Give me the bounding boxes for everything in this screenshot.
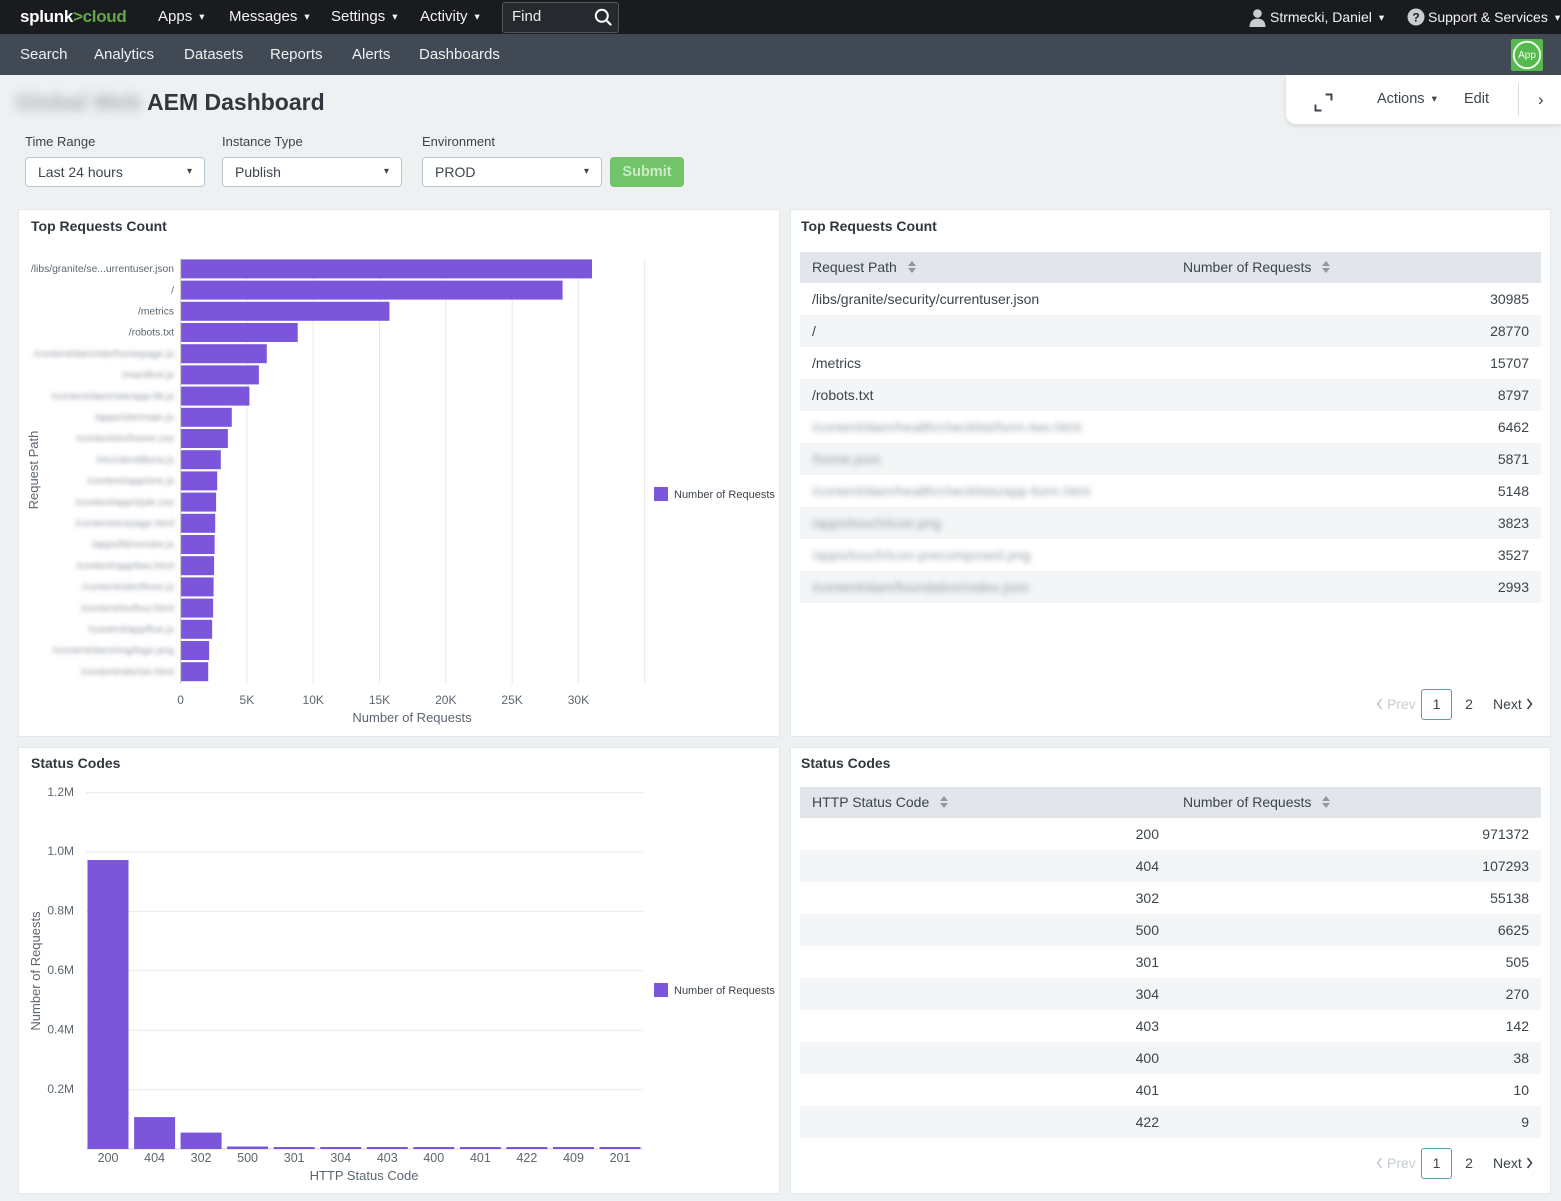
svg-text:30K: 30K bbox=[568, 693, 589, 707]
svg-text:25K: 25K bbox=[501, 693, 522, 707]
svg-text:HTTP Status Code: HTTP Status Code bbox=[310, 1168, 419, 1183]
svg-text:/content/en/four.html: /content/en/four.html bbox=[81, 603, 174, 614]
svg-text:5K: 5K bbox=[240, 693, 255, 707]
svg-text:401: 401 bbox=[470, 1151, 491, 1165]
svg-text:/content/app/five.js: /content/app/five.js bbox=[88, 625, 174, 636]
svg-text:0.4M: 0.4M bbox=[47, 1022, 74, 1036]
svg-text:500: 500 bbox=[237, 1151, 258, 1165]
svg-text:/etc/clientlibs/a.js: /etc/clientlibs/a.js bbox=[96, 455, 174, 466]
svg-text:200: 200 bbox=[98, 1151, 119, 1165]
svg-text:/: / bbox=[171, 285, 174, 296]
svg-text:/content/en/home.css: /content/en/home.css bbox=[76, 434, 174, 445]
svg-text:/content/site/three.js: /content/site/three.js bbox=[82, 582, 174, 593]
svg-text:301: 301 bbox=[284, 1151, 305, 1165]
svg-text:Number of Requests: Number of Requests bbox=[674, 489, 775, 501]
svg-text:/apps/site/main.js: /apps/site/main.js bbox=[94, 413, 174, 424]
svg-text:/content/dam/site/app-lib.js: /content/dam/site/app-lib.js bbox=[52, 391, 174, 402]
svg-text:/content/en/page.html: /content/en/page.html bbox=[75, 519, 174, 530]
svg-text:0.8M: 0.8M bbox=[47, 904, 74, 918]
svg-text:/content/dam/img/logo.png: /content/dam/img/logo.png bbox=[53, 646, 175, 657]
svg-text:/metrics: /metrics bbox=[138, 307, 174, 318]
svg-text:App: App bbox=[1518, 50, 1536, 61]
svg-text:0: 0 bbox=[177, 693, 184, 707]
svg-text:304: 304 bbox=[330, 1151, 351, 1165]
svg-text:0.6M: 0.6M bbox=[47, 963, 74, 977]
svg-text:/libs/granite/se...urrentuser.: /libs/granite/se...urrentuser.json bbox=[31, 264, 174, 275]
svg-text:/manifest.js: /manifest.js bbox=[122, 370, 174, 381]
svg-text:400: 400 bbox=[423, 1151, 444, 1165]
svg-text:/robots.txt: /robots.txt bbox=[129, 328, 174, 339]
svg-text:201: 201 bbox=[610, 1151, 631, 1165]
svg-text:10K: 10K bbox=[303, 693, 324, 707]
svg-text:/content/app/style.css: /content/app/style.css bbox=[75, 497, 174, 508]
svg-text:302: 302 bbox=[191, 1151, 212, 1165]
svg-text:/content/site/six.html: /content/site/six.html bbox=[81, 667, 174, 678]
svg-text:?: ? bbox=[1412, 11, 1419, 25]
svg-text:403: 403 bbox=[377, 1151, 398, 1165]
svg-text:/content/dam/site/homepage.js: /content/dam/site/homepage.js bbox=[34, 349, 174, 360]
svg-text:422: 422 bbox=[516, 1151, 537, 1165]
svg-text:1.2M: 1.2M bbox=[47, 785, 74, 799]
svg-text:Request Path: Request Path bbox=[26, 431, 41, 510]
svg-text:409: 409 bbox=[563, 1151, 584, 1165]
svg-text:404: 404 bbox=[144, 1151, 165, 1165]
svg-text:/content/app/two.html: /content/app/two.html bbox=[76, 561, 174, 572]
svg-text:0.2M: 0.2M bbox=[47, 1082, 74, 1096]
svg-text:/content/app/one.js: /content/app/one.js bbox=[87, 476, 174, 487]
svg-text:Number of Requests: Number of Requests bbox=[352, 710, 472, 725]
svg-text:/apps/lib/vendor.js: /apps/lib/vendor.js bbox=[92, 540, 174, 551]
svg-text:Number of Requests: Number of Requests bbox=[28, 911, 43, 1031]
svg-text:15K: 15K bbox=[369, 693, 390, 707]
svg-text:Number of Requests: Number of Requests bbox=[674, 985, 775, 997]
svg-text:20K: 20K bbox=[435, 693, 456, 707]
svg-text:1.0M: 1.0M bbox=[47, 844, 74, 858]
